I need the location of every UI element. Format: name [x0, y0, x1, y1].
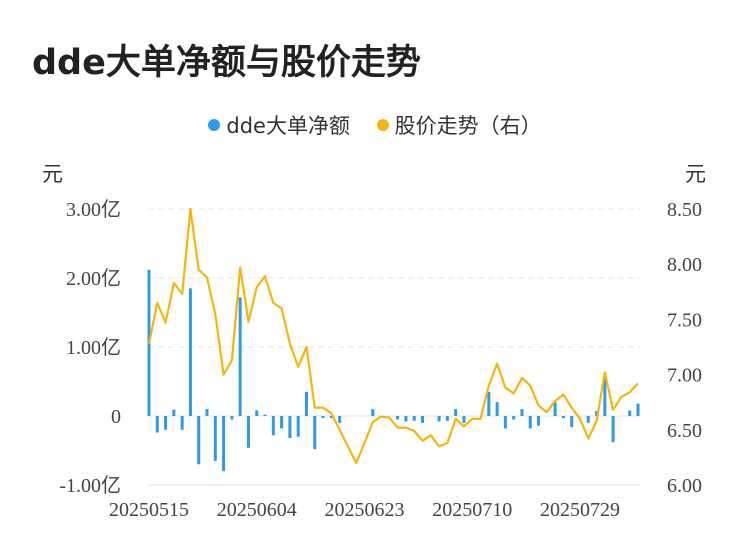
bar	[230, 416, 234, 420]
bar	[371, 409, 375, 416]
bar	[611, 416, 615, 443]
bar	[512, 416, 516, 420]
bar	[412, 416, 416, 421]
bar	[603, 378, 607, 416]
y-right-ticks: 8.50 8.00 7.50 7.00 6.50 6.00	[667, 199, 702, 497]
bar	[528, 416, 532, 429]
bar	[437, 416, 441, 422]
x-tick-label: 20250623	[324, 499, 404, 521]
y-right-tick-label: 7.00	[667, 365, 702, 387]
bar-series	[147, 269, 640, 472]
bar	[304, 391, 308, 416]
gridlines	[148, 208, 640, 486]
bar	[421, 416, 425, 423]
legend-label-price: 股价走势（右）	[394, 114, 542, 138]
x-ticks: 20250515 20250604 20250623 20250710 20250729	[109, 499, 620, 521]
legend: dde大单净额 股价走势（右）	[0, 110, 750, 140]
y-right-tick-label: 8.00	[667, 254, 702, 276]
bar	[495, 402, 499, 416]
bar	[553, 402, 557, 416]
y-left-tick-label: 0	[111, 406, 121, 428]
y-right-unit: 元	[685, 162, 706, 186]
bar	[570, 416, 574, 428]
bar	[462, 416, 466, 423]
bar	[155, 416, 159, 433]
y-left-tick-label: 2.00亿	[66, 267, 121, 290]
bar	[520, 409, 524, 416]
bar	[329, 416, 333, 419]
bar	[296, 416, 300, 437]
y-left-tick-label: -1.00亿	[59, 474, 121, 497]
x-tick-label: 20250729	[540, 499, 620, 521]
bar	[537, 416, 541, 426]
bar	[595, 411, 599, 416]
bar	[503, 416, 507, 429]
bar	[338, 416, 342, 423]
line-series	[147, 207, 639, 464]
bar	[222, 416, 226, 472]
bar	[271, 416, 275, 436]
bar	[628, 410, 632, 416]
chart-title: dde大单净额与股价走势	[32, 43, 421, 83]
legend-dot-bar-icon	[208, 119, 221, 131]
legend-item-price[interactable]: 股价走势（右）	[376, 110, 542, 140]
bar	[180, 416, 184, 430]
bar	[636, 403, 640, 416]
bar	[205, 409, 209, 416]
bar	[188, 288, 192, 416]
x-tick-label: 20250604	[217, 499, 297, 521]
bar	[445, 416, 449, 421]
y-left-unit: 元	[42, 162, 63, 186]
y-right-tick-label: 6.00	[667, 475, 702, 497]
legend-label-dde: dde大单净额	[226, 114, 350, 138]
bar	[280, 416, 284, 429]
legend-item-dde[interactable]: dde大单净额	[208, 110, 350, 140]
bar	[263, 414, 267, 416]
y-left-tick-label: 1.00亿	[66, 336, 121, 359]
x-tick-label: 20250515	[109, 499, 189, 521]
bar	[164, 416, 168, 430]
y-left-tick-label: 3.00亿	[66, 198, 121, 221]
bar	[238, 297, 242, 416]
y-right-tick-label: 8.50	[667, 199, 702, 221]
bar	[213, 416, 217, 461]
bar	[172, 409, 176, 416]
bar	[396, 416, 400, 420]
price-line	[147, 207, 639, 464]
y-right-tick-label: 7.50	[667, 309, 702, 331]
bar	[288, 416, 292, 439]
bar	[321, 416, 325, 419]
y-right-tick-label: 6.50	[667, 420, 702, 442]
bar	[561, 416, 565, 419]
y-left-ticks: 3.00亿 2.00亿 1.00亿 0 -1.00亿	[59, 198, 121, 497]
legend-dot-line-icon	[376, 119, 389, 131]
bar	[487, 391, 491, 416]
bar	[246, 416, 250, 448]
bar	[454, 409, 458, 416]
bar	[313, 416, 317, 450]
bar	[197, 416, 201, 465]
x-tick-label: 20250710	[432, 499, 512, 521]
bar	[255, 410, 259, 416]
bar	[586, 416, 590, 423]
bar	[404, 416, 408, 422]
